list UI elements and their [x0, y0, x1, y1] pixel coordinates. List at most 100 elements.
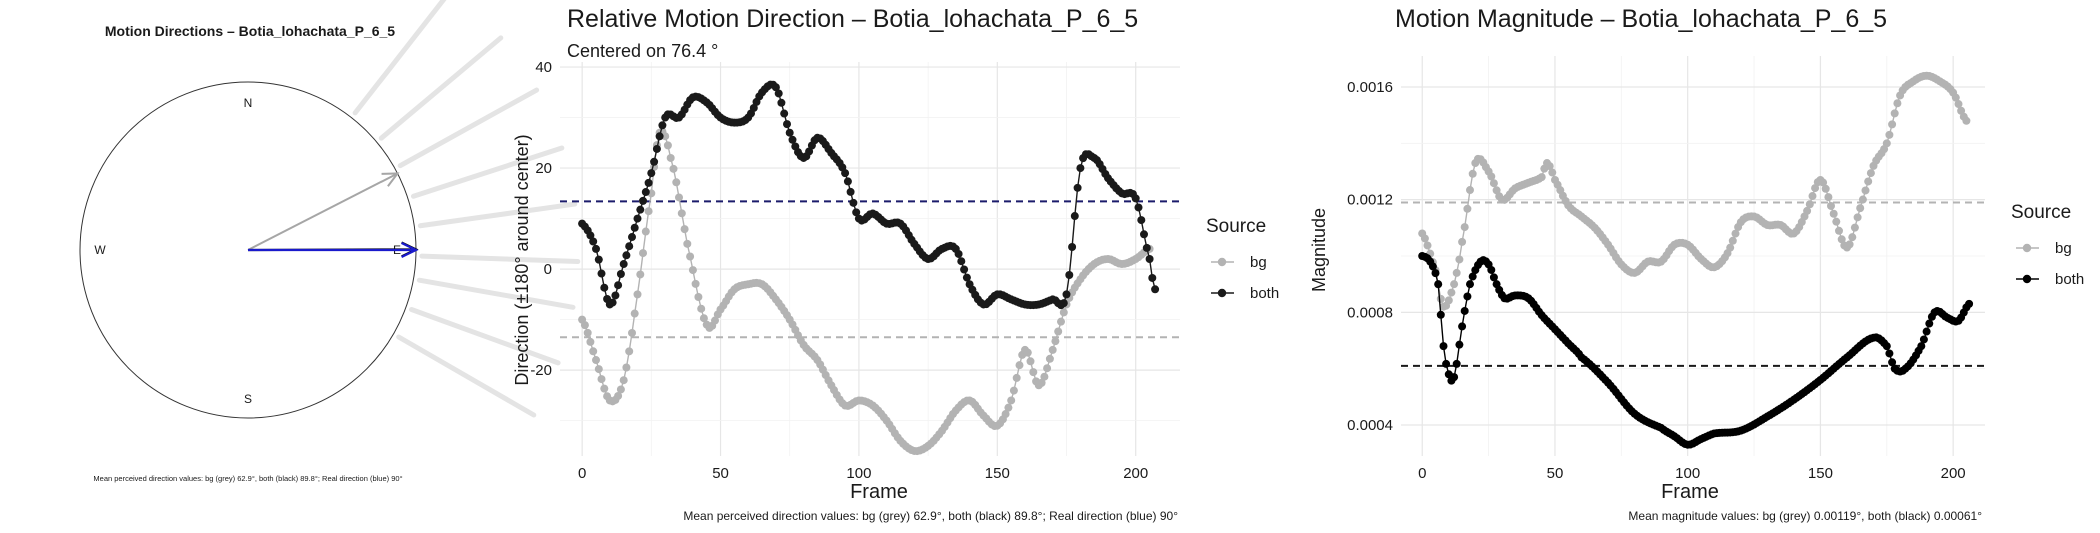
dir-point-bg	[1045, 354, 1054, 363]
dir-y-tick-0: -20	[530, 362, 552, 379]
dir-point-both	[1070, 212, 1079, 221]
direction-legend-both-dot	[1217, 288, 1227, 298]
dir-point-bg	[677, 209, 686, 218]
direction-legend-both-label: both	[1250, 285, 1279, 302]
dir-point-both	[1137, 216, 1146, 225]
mag-point-bg	[1885, 130, 1894, 139]
dir-point-bg	[1057, 317, 1065, 326]
mag-point-bg	[1893, 99, 1902, 108]
mag-point-both	[1428, 262, 1437, 271]
mag-point-bg	[1726, 243, 1735, 252]
dir-point-both	[1140, 230, 1148, 239]
mag-point-bg	[1856, 204, 1865, 213]
dir-point-bg	[680, 225, 689, 234]
magnitude-gridlines	[1401, 56, 1985, 456]
dir-point-both	[1068, 243, 1077, 251]
mag-point-bg	[1423, 241, 1432, 250]
dir-y-tick-3: 40	[535, 59, 552, 76]
dir-point-bg	[600, 384, 609, 393]
mag-point-bg	[1829, 209, 1838, 218]
dir-point-both	[589, 237, 598, 246]
dir-point-bg	[1040, 372, 1049, 381]
dir-point-bg	[686, 252, 695, 261]
mag-point-bg	[1866, 169, 1875, 178]
mag-point-bg	[1819, 178, 1828, 187]
dir-point-both	[1059, 299, 1068, 308]
dir-x-tick-200: 200	[1123, 465, 1148, 482]
dir-point-both	[622, 251, 631, 260]
mag-point-bg	[1858, 195, 1867, 204]
dir-point-both	[625, 242, 634, 251]
mag-point-bg	[1832, 217, 1841, 226]
background-ray-1	[378, 35, 504, 141]
dir-points-bg	[578, 127, 1154, 456]
dir-point-both	[608, 298, 617, 307]
dir-point-both	[650, 157, 659, 166]
mag-point-bg	[1853, 213, 1862, 222]
mag-point-bg	[1460, 223, 1469, 232]
mag-point-bg	[1455, 255, 1464, 264]
dir-point-bg	[628, 328, 636, 337]
mag-point-bg	[1452, 268, 1461, 277]
dir-point-both	[1065, 271, 1074, 279]
mag-points-both	[1418, 252, 1974, 449]
dir-point-both	[1151, 285, 1160, 294]
direction-legend-bg-dot	[1217, 257, 1227, 267]
mag-y-tick-1: 0.0008	[1347, 304, 1393, 321]
mag-point-bg	[1890, 109, 1899, 118]
dir-point-bg	[639, 249, 647, 258]
magnitude-caption: Mean magnitude values: bg (grey) 0.00119…	[1628, 509, 1982, 523]
mag-point-both	[1468, 272, 1477, 281]
dir-x-tick-50: 50	[712, 465, 729, 482]
dir-points-both	[578, 80, 1160, 310]
direction-gridlines	[560, 62, 1180, 456]
mag-y-tick-3: 0.0016	[1347, 79, 1393, 96]
compass-south-label: S	[244, 392, 252, 406]
direction-y-axis-label: Direction (±180° around center)	[512, 134, 532, 385]
mag-point-both	[1458, 322, 1467, 331]
mag-point-both	[1439, 342, 1448, 351]
dir-point-both	[846, 187, 855, 196]
magnitude-panel: Motion Magnitude – Botia_lohachata_P_6_5…	[1309, 5, 2084, 523]
dir-point-both	[954, 249, 963, 258]
mag-point-bg	[1888, 120, 1897, 129]
mag-y-tick-0: 0.0004	[1347, 417, 1393, 434]
dir-point-both	[1131, 194, 1140, 203]
arrowhead-real	[401, 242, 419, 258]
magnitude-series	[1418, 71, 1974, 449]
dir-x-tick-150: 150	[985, 465, 1010, 482]
compass-west-label: W	[94, 243, 106, 257]
dir-point-bg	[688, 266, 697, 275]
mag-point-bg	[1463, 204, 1472, 213]
dir-point-both	[777, 98, 786, 107]
dir-point-both	[1142, 243, 1151, 252]
background-rays	[352, 0, 581, 418]
mag-point-bg	[1728, 236, 1737, 245]
dir-point-bg	[1012, 373, 1021, 382]
mag-point-bg	[1537, 173, 1546, 182]
dir-point-both	[1134, 203, 1143, 212]
mag-point-bg	[1835, 226, 1843, 235]
dir-point-bg	[669, 164, 678, 173]
mag-point-bg	[1848, 233, 1857, 242]
direction-legend-title: Source	[1206, 216, 1266, 237]
mag-point-bg	[1731, 229, 1740, 238]
magnitude-legend-title: Source	[2011, 202, 2071, 223]
mag-point-bg	[1824, 193, 1833, 202]
mag-point-bg	[1864, 177, 1873, 186]
dir-point-bg	[1023, 348, 1032, 357]
magnitude-legend-bg-label: bg	[2055, 240, 2072, 257]
dir-point-both	[658, 121, 667, 130]
dir-point-bg	[614, 391, 623, 400]
magnitude-legend-both-dot	[2022, 274, 2032, 284]
dir-point-both	[586, 231, 595, 240]
mag-point-bg	[1811, 184, 1820, 193]
dir-point-both	[1062, 290, 1071, 299]
dir-point-bg	[1015, 361, 1024, 370]
direction-arrows	[247, 172, 419, 258]
dir-point-bg	[694, 293, 703, 302]
mag-point-bg	[1420, 234, 1429, 243]
dir-point-both	[852, 208, 861, 217]
direction-x-tick-labels: 0 50 100 150 200	[578, 465, 1148, 482]
